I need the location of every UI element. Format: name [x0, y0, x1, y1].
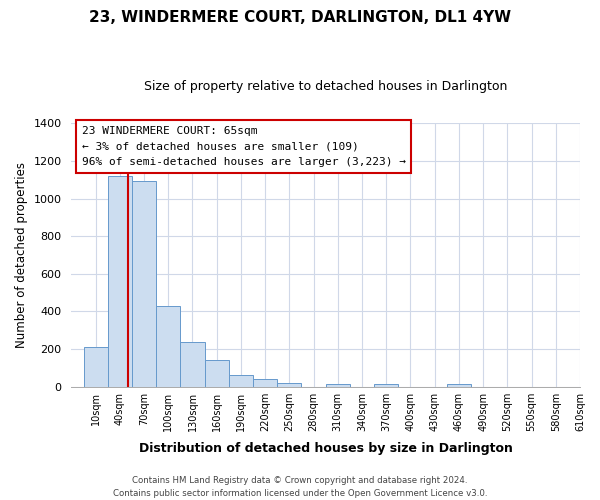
Bar	[205, 360, 229, 386]
Bar	[374, 384, 398, 386]
Bar	[156, 306, 181, 386]
Bar	[83, 347, 108, 387]
Bar	[229, 376, 253, 386]
Bar	[181, 342, 205, 386]
Bar	[132, 180, 156, 386]
Bar	[108, 176, 132, 386]
Text: 23, WINDERMERE COURT, DARLINGTON, DL1 4YW: 23, WINDERMERE COURT, DARLINGTON, DL1 4Y…	[89, 10, 511, 25]
X-axis label: Distribution of detached houses by size in Darlington: Distribution of detached houses by size …	[139, 442, 512, 455]
Bar	[277, 383, 301, 386]
Bar	[253, 379, 277, 386]
Title: Size of property relative to detached houses in Darlington: Size of property relative to detached ho…	[144, 80, 508, 93]
Bar	[326, 384, 350, 386]
Bar	[447, 384, 471, 386]
Text: Contains HM Land Registry data © Crown copyright and database right 2024.
Contai: Contains HM Land Registry data © Crown c…	[113, 476, 487, 498]
Y-axis label: Number of detached properties: Number of detached properties	[15, 162, 28, 348]
Text: 23 WINDERMERE COURT: 65sqm
← 3% of detached houses are smaller (109)
96% of semi: 23 WINDERMERE COURT: 65sqm ← 3% of detac…	[82, 126, 406, 167]
